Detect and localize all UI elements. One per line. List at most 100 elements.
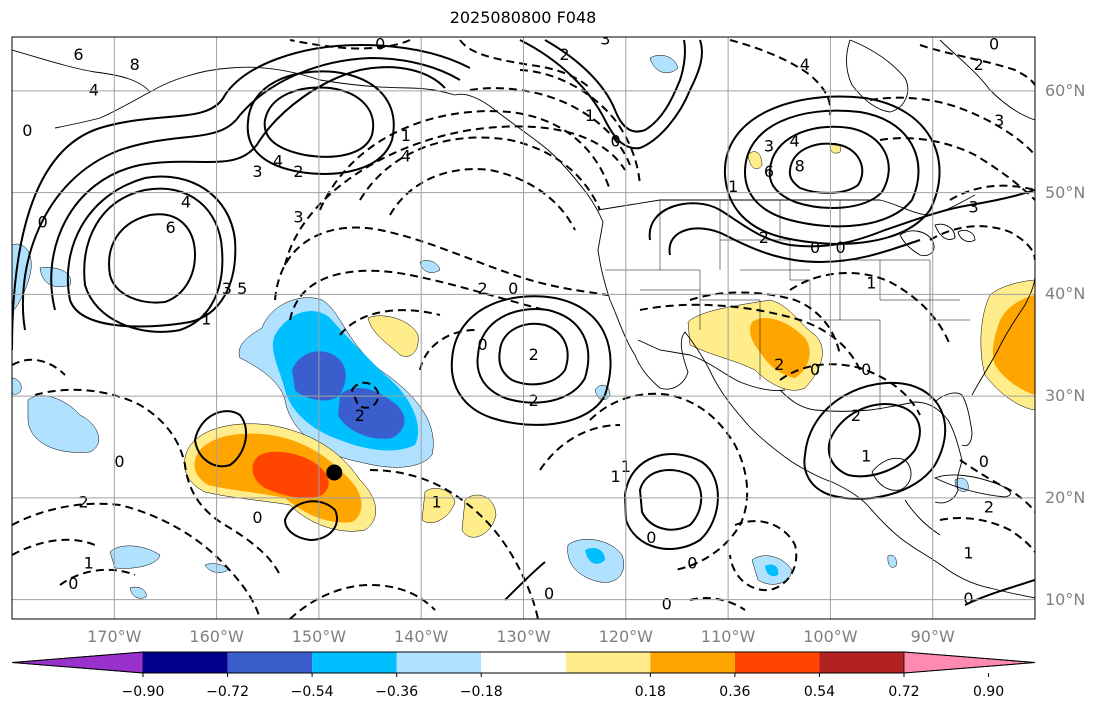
colorbar-swatch: [481, 652, 566, 673]
neg-anomaly-west: [12, 243, 32, 313]
coastline-north-america: [454, 93, 1035, 599]
longitude-label: 150°W: [291, 627, 347, 646]
contour-label: 4: [790, 131, 800, 150]
colorbar-tick-label: 0.90: [972, 684, 1005, 700]
contour-label: 1: [201, 309, 211, 328]
contour-label: 0: [114, 452, 124, 471]
border-us-canada: [597, 194, 976, 216]
contour-pos-gulf-low-2: [803, 381, 947, 500]
contour-label: 0: [508, 279, 518, 298]
pos-anomaly-east-us-mid: [992, 295, 1035, 395]
longitude-label: 170°W: [87, 627, 142, 646]
contour-label: 0: [836, 238, 846, 257]
longitude-label: 120°W: [598, 627, 653, 646]
contour-label: 0: [610, 131, 620, 150]
contour-neg-sw-us-2: [639, 303, 861, 371]
coastline-cuba: [933, 474, 1011, 498]
pos-anomaly-sw-us-mid: [750, 317, 810, 378]
coastline-siberia: [12, 49, 151, 93]
colorbar-swatch: [650, 652, 735, 673]
contour-label: 6: [165, 218, 175, 237]
colorbar-tick-label: 0.54: [803, 684, 836, 700]
contour-neg-ak-3: [469, 87, 631, 166]
contour-label: 2: [355, 406, 365, 425]
contour-label: 0: [662, 594, 672, 613]
colorbar-extend-high: [903, 651, 1036, 674]
latitude-label: 60°N: [1045, 80, 1086, 100]
contour-neg-east-pac: [589, 392, 749, 571]
contour-pos-high-canada-4: [723, 95, 941, 245]
contour-label: 0: [963, 589, 973, 608]
contour-label: 2: [79, 493, 89, 512]
longitude-label: 140°W: [394, 627, 449, 646]
contour-pos-high-west-3: [50, 66, 446, 311]
contour-neg-hawaii: [350, 381, 380, 409]
contour-label: 1: [728, 177, 738, 196]
contour-label: 6: [764, 162, 774, 181]
colorbar-swatch: [396, 652, 482, 673]
contour-label: 0: [810, 238, 820, 257]
contour-label: 4: [273, 152, 283, 171]
contour-neg-carib: [939, 517, 1035, 553]
contour-neg-ak-4: [519, 69, 641, 186]
coastline-hudson: [846, 39, 909, 113]
neg-anomaly-caribbean: [887, 554, 897, 568]
contour-neg-ne-pac-5: [274, 226, 609, 301]
longitude-label: 130°W: [496, 627, 551, 646]
location-marker: [326, 464, 343, 481]
contour-neg-canada-ne: [869, 96, 1035, 156]
contour-neg-central-pac: [419, 329, 476, 371]
longitude-label: 100°W: [803, 627, 858, 646]
colorbar-tick-label: −0.72: [206, 684, 249, 700]
map-title: 2025080800 F048: [449, 8, 597, 27]
latitude-label: 20°N: [1045, 487, 1086, 507]
contour-neg-canada-n: [729, 39, 832, 116]
contour-neg-central: [369, 469, 539, 619]
contour-label: 4: [181, 192, 191, 211]
coastline-great-lakes: [899, 223, 976, 257]
coastline-east-coast: [971, 274, 1035, 396]
contour-label: 2: [759, 228, 769, 247]
contour-label: 0: [646, 528, 656, 547]
contour-pos-high-west-4: [21, 56, 461, 331]
contour-label: 0: [22, 121, 32, 140]
contour-neg-ne-pac-4: [284, 125, 626, 266]
colorbar-swatch: [312, 652, 397, 673]
pos-anomaly-pac-2: [421, 488, 456, 524]
colorbar-tick-label: −0.36: [375, 684, 419, 700]
contour-label: 6: [73, 45, 83, 64]
colorbar-extend-low: [11, 651, 144, 674]
contour-pos-high-canada-5: [648, 189, 1035, 248]
positive-contours: [12, 39, 1035, 606]
negative-contours: [12, 39, 1035, 619]
coastline-labrador: [939, 39, 1035, 121]
contour-label: 1: [431, 493, 441, 512]
contour-pos-high-pac-2: [476, 308, 590, 404]
contour-label: 0: [810, 360, 820, 379]
contour-label: 4: [800, 55, 810, 74]
contour-neg-subtropics-3: [59, 568, 136, 586]
pos-anomaly-pac-1: [367, 315, 419, 357]
contour-pos-gulf-ak-2: [246, 70, 395, 175]
coastline-alaska: [149, 66, 456, 96]
contour-label: 2: [851, 406, 861, 425]
contour-pos-high-west: [108, 213, 197, 304]
contour-label: 0: [68, 574, 78, 593]
longitude-label: 110°W: [700, 627, 756, 646]
contour-neg-ne-pac: [389, 168, 576, 231]
contour-pos-hawaii-2: [283, 500, 338, 542]
contour-neg-ne-pac-7: [339, 309, 441, 336]
contour-label: 2: [974, 55, 984, 74]
neg-anomaly-west-3: [27, 395, 99, 453]
contour-label: 0: [477, 335, 487, 354]
contour-label: 0: [544, 584, 554, 603]
contour-label: 1: [963, 543, 973, 562]
contour-label: 1: [610, 467, 620, 486]
contour-pos-high-canada-6: [668, 227, 921, 264]
contour-pos-high-canada: [788, 142, 864, 194]
contour-label: 2: [529, 345, 539, 364]
contour-pos-high-west-5: [12, 43, 471, 351]
contour-pos-gulf-ak: [263, 86, 375, 158]
contour-pos-ak-arc-2: [544, 39, 686, 133]
